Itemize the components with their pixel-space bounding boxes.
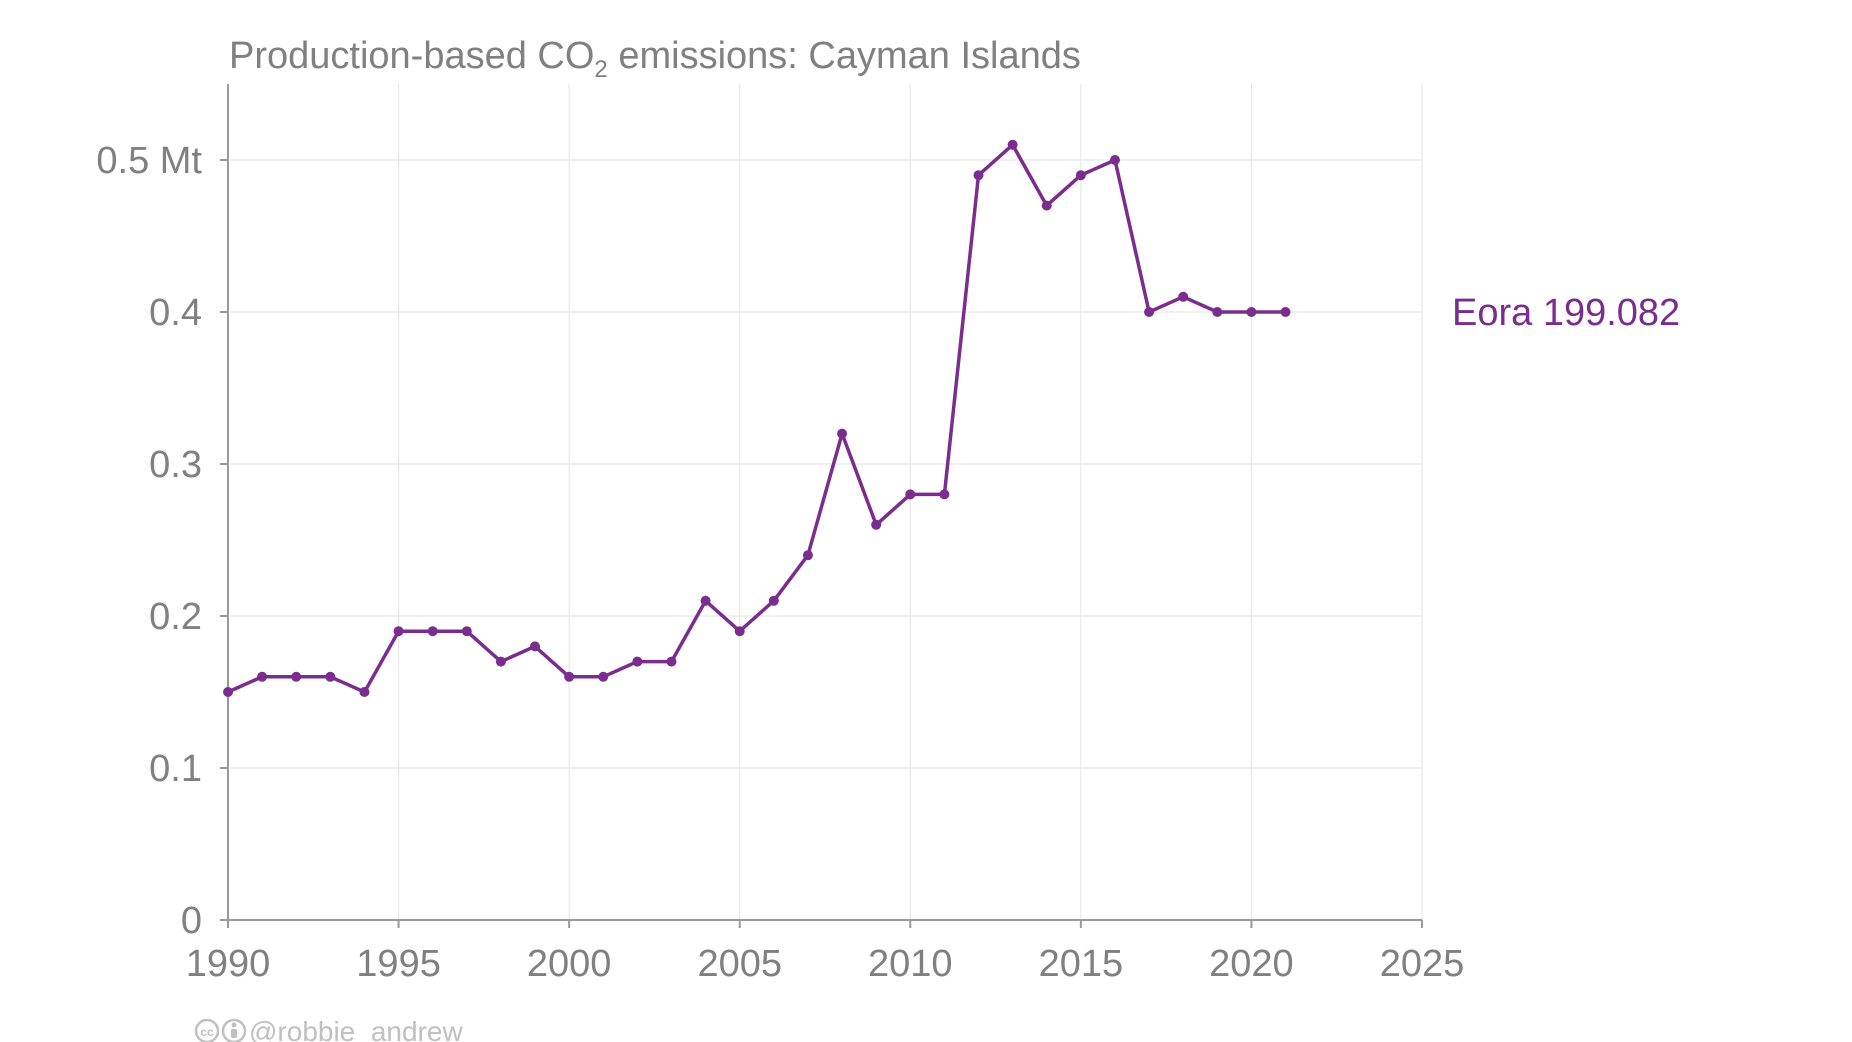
cc-icon: cc	[194, 1018, 220, 1042]
data-point	[905, 489, 916, 500]
series-line	[227, 143, 1286, 694]
x-axis-ticks: 1990 1995 2000 2005 2010 2015 2020 2025	[186, 920, 1465, 985]
chart-title: Production-based CO2 emissions: Cayman I…	[229, 35, 1081, 83]
data-point	[973, 170, 984, 181]
axes	[227, 84, 1422, 921]
x-tick-label: 2020	[1209, 943, 1294, 985]
data-point	[325, 671, 336, 682]
data-point	[461, 626, 472, 637]
data-point	[802, 550, 813, 561]
x-tick-label: 2025	[1380, 943, 1465, 985]
data-point	[1007, 139, 1018, 150]
credit: cc @robbie_andrew	[194, 1016, 463, 1042]
credit-text: @robbie_andrew	[249, 1016, 463, 1042]
data-point	[700, 595, 711, 606]
data-point	[291, 671, 302, 682]
data-point	[1212, 307, 1223, 317]
data-point	[427, 626, 438, 637]
data-point	[939, 489, 950, 500]
chart-title-subscript: 2	[594, 56, 607, 83]
grid	[228, 84, 1423, 920]
data-point	[495, 656, 506, 667]
data-point	[1144, 307, 1155, 317]
data-point	[871, 519, 882, 530]
data-point	[598, 671, 609, 682]
data-point	[359, 687, 370, 697]
y-tick-label: 0	[181, 900, 202, 942]
y-tick-label: 0.1	[149, 748, 202, 790]
data-point	[393, 626, 404, 637]
data-point	[1246, 307, 1257, 317]
x-tick-label: 1995	[356, 943, 441, 985]
data-point	[1075, 170, 1086, 181]
data-point	[1041, 200, 1052, 211]
data-point	[666, 656, 677, 667]
y-tick-label: 0.3	[149, 444, 202, 486]
y-tick-label: 0.5 Mt	[96, 140, 202, 182]
chart-title-main: Production-based CO	[229, 35, 594, 77]
data-point	[734, 626, 745, 637]
x-tick-label: 2005	[697, 943, 782, 985]
y-tick-label: 0.4	[149, 292, 202, 334]
data-point	[223, 687, 233, 697]
x-tick-label: 1990	[186, 943, 271, 985]
data-point	[1109, 155, 1120, 165]
data-point	[632, 656, 643, 667]
data-point	[1178, 291, 1189, 302]
series-label: Eora 199.082	[1452, 292, 1680, 334]
svg-text:cc: cc	[200, 1025, 214, 1039]
data-point	[530, 641, 541, 652]
y-tick-label: 0.2	[149, 596, 202, 638]
data-point	[1280, 307, 1291, 317]
series-layer: Eora 199.082	[223, 139, 1680, 697]
x-tick-label: 2000	[527, 943, 612, 985]
chart-title-suffix: emissions: Cayman Islands	[608, 35, 1081, 77]
data-point	[768, 595, 779, 606]
attribution-icon	[221, 1018, 247, 1042]
data-point	[257, 671, 268, 682]
data-point	[837, 428, 848, 439]
y-axis-ticks: 0 0.1 0.2 0.3 0.4 0.5 Mt	[96, 140, 228, 942]
data-point	[564, 671, 575, 682]
x-tick-label: 2015	[1039, 943, 1124, 985]
x-tick-label: 2010	[868, 943, 953, 985]
